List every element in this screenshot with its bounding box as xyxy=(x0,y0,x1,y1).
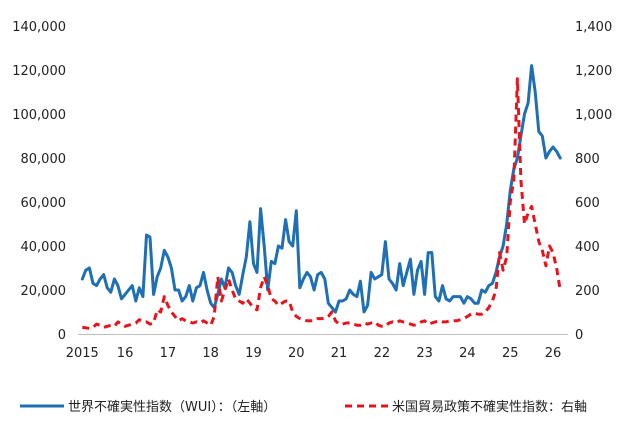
left-axis-tick-label: 80,000 xyxy=(21,152,67,167)
x-axis-tick-label: 23 xyxy=(416,346,433,361)
right-axis-tick-label: 200 xyxy=(575,284,600,299)
x-axis-tick-label: 21 xyxy=(331,346,348,361)
left-axis-tick-label: 60,000 xyxy=(21,196,67,211)
x-axis-tick-label: 20 xyxy=(288,346,305,361)
x-axis-tick-label: 26 xyxy=(545,346,562,361)
legend-label-us-trade: 米国貿易政策不確実性指数：右軸 xyxy=(392,399,587,415)
left-axis-tick-label: 100,000 xyxy=(12,108,66,123)
x-axis-tick-label: 17 xyxy=(160,346,177,361)
right-axis-tick-label: 400 xyxy=(575,240,600,255)
right-axis-tick-label: 800 xyxy=(575,152,600,167)
left-axis-tick-label: 20,000 xyxy=(21,284,67,299)
series-line-us-trade-policy-uncertainty xyxy=(82,77,562,330)
right-axis-tick-label: 1,400 xyxy=(575,20,612,35)
x-axis-tick-label: 25 xyxy=(502,346,519,361)
x-axis-tick-label: 2015 xyxy=(66,346,99,361)
x-axis-tick-label: 16 xyxy=(117,346,134,361)
left-axis-tick-label: 140,000 xyxy=(12,20,66,35)
left-axis-tick-labels: 0 20,000 40,000 60,000 80,000 100,000 120,000 1… xyxy=(12,20,66,343)
x-axis-tick-labels: 2015 16 17 18 19 20 21 22 23 24 25 26 xyxy=(66,346,562,361)
legend-label-wui: 世界不確実性指数（WUI）：（左軸） xyxy=(68,399,276,415)
legend: 世界不確実性指数（WUI）：（左軸） 米国貿易政策不確実性指数：右軸 xyxy=(20,399,587,415)
x-axis-tick-label: 24 xyxy=(459,346,476,361)
x-axis-tick-label: 19 xyxy=(245,346,262,361)
right-axis-tick-label: 0 xyxy=(575,328,583,343)
right-axis-tick-label: 600 xyxy=(575,196,600,211)
right-axis-tick-labels: 0 200 400 600 800 1,000 1,200 1,400 xyxy=(575,20,612,343)
series-layer xyxy=(80,64,562,330)
left-axis-tick-label: 120,000 xyxy=(12,64,66,79)
series-line-world-uncertainty-index xyxy=(80,64,562,314)
x-axis-tick-label: 22 xyxy=(374,346,391,361)
right-axis-tick-label: 1,200 xyxy=(575,64,612,79)
right-axis-tick-label: 1,000 xyxy=(575,108,612,123)
left-axis-tick-label: 0 xyxy=(58,328,66,343)
left-axis-tick-label: 40,000 xyxy=(21,240,67,255)
x-axis-tick-label: 18 xyxy=(202,346,219,361)
